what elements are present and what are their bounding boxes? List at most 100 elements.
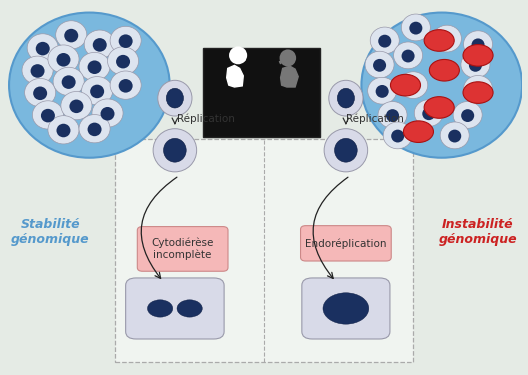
Ellipse shape bbox=[472, 38, 485, 51]
Ellipse shape bbox=[463, 45, 493, 66]
Ellipse shape bbox=[329, 80, 363, 116]
FancyBboxPatch shape bbox=[300, 226, 391, 261]
Ellipse shape bbox=[164, 138, 186, 162]
Ellipse shape bbox=[93, 38, 107, 52]
Ellipse shape bbox=[79, 114, 110, 143]
Ellipse shape bbox=[448, 130, 461, 142]
Ellipse shape bbox=[424, 30, 454, 51]
Ellipse shape bbox=[464, 31, 493, 58]
Ellipse shape bbox=[36, 42, 50, 56]
Text: Stabilité
génomique: Stabilité génomique bbox=[11, 218, 90, 246]
Ellipse shape bbox=[367, 77, 397, 104]
Ellipse shape bbox=[373, 59, 386, 72]
Ellipse shape bbox=[386, 109, 399, 122]
Ellipse shape bbox=[69, 99, 83, 113]
Ellipse shape bbox=[33, 87, 47, 100]
Ellipse shape bbox=[409, 22, 422, 34]
FancyBboxPatch shape bbox=[137, 226, 228, 271]
Ellipse shape bbox=[402, 50, 414, 63]
Polygon shape bbox=[280, 66, 298, 87]
Ellipse shape bbox=[110, 71, 141, 99]
Ellipse shape bbox=[393, 42, 422, 69]
Ellipse shape bbox=[64, 29, 78, 42]
Ellipse shape bbox=[463, 82, 493, 104]
Ellipse shape bbox=[116, 55, 130, 69]
Text: Cytodiérèse
incomplète: Cytodiérèse incomplète bbox=[152, 238, 214, 260]
Polygon shape bbox=[227, 65, 243, 87]
Ellipse shape bbox=[440, 33, 454, 46]
Ellipse shape bbox=[61, 92, 92, 120]
Ellipse shape bbox=[53, 67, 84, 96]
Ellipse shape bbox=[158, 80, 192, 116]
Ellipse shape bbox=[41, 109, 55, 122]
Ellipse shape bbox=[166, 88, 183, 108]
Ellipse shape bbox=[119, 79, 133, 93]
Ellipse shape bbox=[84, 30, 115, 58]
Ellipse shape bbox=[464, 75, 493, 102]
Ellipse shape bbox=[108, 47, 139, 75]
Ellipse shape bbox=[229, 46, 247, 64]
Ellipse shape bbox=[22, 56, 53, 84]
Text: Endoréplication: Endoréplication bbox=[305, 238, 386, 249]
Ellipse shape bbox=[469, 59, 482, 72]
Ellipse shape bbox=[27, 34, 58, 62]
Ellipse shape bbox=[422, 107, 435, 120]
Ellipse shape bbox=[25, 78, 55, 107]
Ellipse shape bbox=[403, 121, 433, 142]
Ellipse shape bbox=[390, 74, 420, 96]
Ellipse shape bbox=[324, 129, 367, 172]
Ellipse shape bbox=[153, 129, 196, 172]
Ellipse shape bbox=[407, 80, 420, 92]
Ellipse shape bbox=[401, 14, 430, 41]
FancyBboxPatch shape bbox=[203, 48, 320, 137]
Ellipse shape bbox=[100, 107, 115, 120]
Ellipse shape bbox=[56, 124, 70, 137]
Ellipse shape bbox=[56, 53, 70, 67]
Ellipse shape bbox=[88, 60, 101, 74]
Ellipse shape bbox=[48, 45, 79, 73]
Ellipse shape bbox=[461, 51, 490, 78]
Polygon shape bbox=[243, 58, 246, 61]
Text: Réplication: Réplication bbox=[177, 113, 235, 124]
Ellipse shape bbox=[335, 138, 357, 162]
Ellipse shape bbox=[383, 122, 412, 149]
Ellipse shape bbox=[378, 35, 391, 48]
Ellipse shape bbox=[375, 85, 389, 98]
Ellipse shape bbox=[432, 25, 461, 52]
Ellipse shape bbox=[461, 109, 474, 122]
Ellipse shape bbox=[414, 100, 444, 126]
Ellipse shape bbox=[362, 12, 522, 158]
Ellipse shape bbox=[323, 293, 369, 324]
Ellipse shape bbox=[88, 123, 101, 136]
Ellipse shape bbox=[472, 83, 485, 96]
Ellipse shape bbox=[279, 50, 296, 66]
FancyBboxPatch shape bbox=[302, 278, 390, 339]
Ellipse shape bbox=[110, 26, 141, 55]
Text: Réplication: Réplication bbox=[346, 113, 404, 124]
Ellipse shape bbox=[82, 76, 112, 105]
Ellipse shape bbox=[79, 53, 110, 81]
Ellipse shape bbox=[177, 300, 202, 317]
Ellipse shape bbox=[440, 122, 469, 149]
Ellipse shape bbox=[424, 97, 454, 118]
Ellipse shape bbox=[429, 60, 459, 81]
Ellipse shape bbox=[365, 51, 394, 78]
Ellipse shape bbox=[453, 102, 482, 128]
FancyBboxPatch shape bbox=[126, 278, 224, 339]
Ellipse shape bbox=[370, 27, 399, 54]
Ellipse shape bbox=[90, 85, 104, 98]
Ellipse shape bbox=[391, 130, 404, 142]
Ellipse shape bbox=[55, 21, 87, 49]
Ellipse shape bbox=[147, 300, 173, 317]
Polygon shape bbox=[279, 60, 281, 64]
Ellipse shape bbox=[32, 101, 63, 129]
Text: Instabilité
génomique: Instabilité génomique bbox=[439, 218, 517, 246]
Ellipse shape bbox=[119, 34, 133, 48]
Ellipse shape bbox=[48, 116, 79, 144]
Ellipse shape bbox=[378, 102, 407, 128]
Ellipse shape bbox=[92, 99, 123, 127]
FancyBboxPatch shape bbox=[115, 139, 413, 363]
Ellipse shape bbox=[399, 72, 428, 99]
Ellipse shape bbox=[62, 75, 76, 89]
Ellipse shape bbox=[337, 88, 354, 108]
